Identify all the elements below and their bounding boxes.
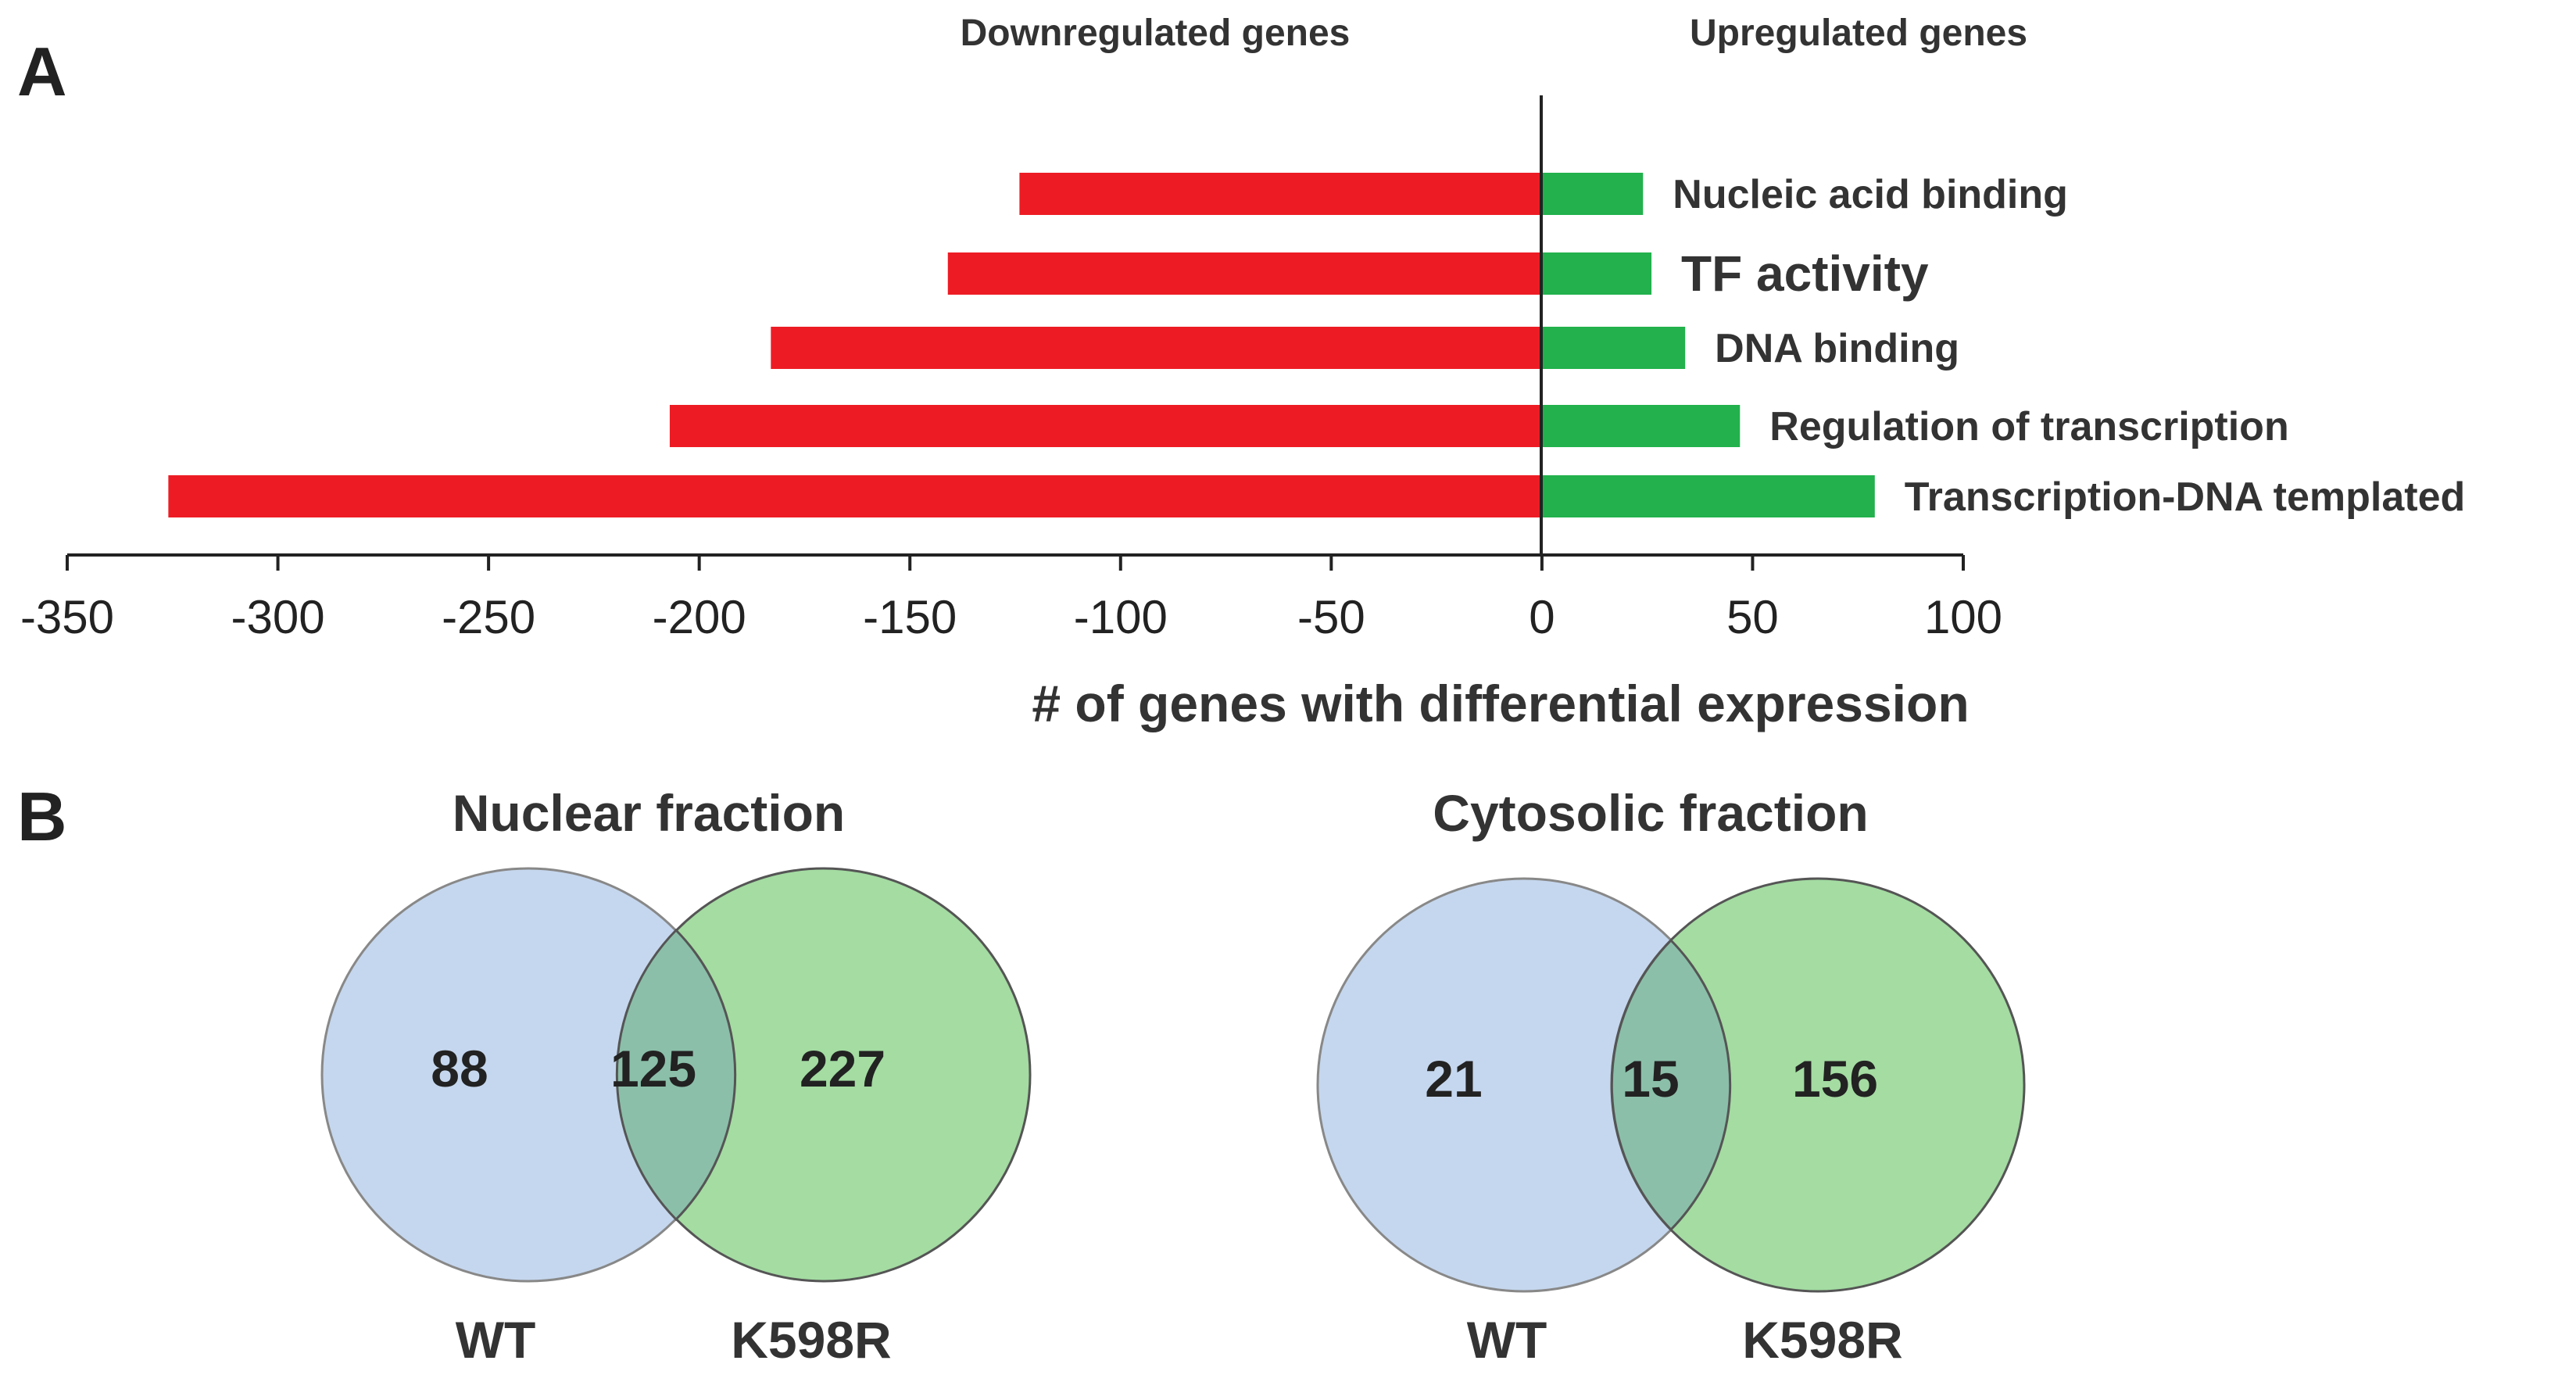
bar-down-transcription-dna-templated — [168, 475, 1542, 517]
venn-cytosolic-overlap-count: 15 — [1622, 1050, 1679, 1108]
x-tick-label: 50 — [1726, 591, 1779, 643]
venn-cytosolic-wt-label: WT — [1467, 1311, 1547, 1369]
bar-up-tf-activity — [1541, 252, 1652, 295]
venn-nuclear-wt-only: 88 — [431, 1040, 488, 1097]
x-tick-label: -200 — [653, 591, 746, 643]
venn-nuclear-overlap — [615, 928, 737, 1222]
x-tick-label: 100 — [1924, 591, 2002, 643]
venn-nuclear-k598r-label: K598R — [731, 1311, 891, 1369]
x-tick-label: -50 — [1297, 591, 1365, 643]
x-tick-label: -300 — [231, 591, 325, 643]
header-downregulated: Downregulated genes — [961, 13, 1351, 54]
bar-up-transcription-dna-templated — [1541, 475, 1875, 517]
x-tick-label: -150 — [863, 591, 957, 643]
venn-cytosolic-k598r-only: 156 — [1792, 1050, 1878, 1108]
x-tick-label: 0 — [1529, 591, 1555, 643]
category-label-nucleic-acid-binding: Nucleic acid binding — [1673, 172, 2068, 217]
category-label-tf-activity: TF activity — [1681, 245, 1929, 302]
category-label-transcription-dna-templated: Transcription-DNA templated — [1905, 474, 2466, 520]
x-axis-label: # of genes with differential expression — [1032, 675, 1969, 732]
venn-cytosolic-wt-only: 21 — [1425, 1050, 1482, 1108]
bar-up-dna-binding — [1541, 327, 1686, 369]
category-label-regulation-of-transcription: Regulation of transcription — [1769, 404, 2288, 449]
x-tick-label: -250 — [442, 591, 535, 643]
x-tick-label: -350 — [20, 591, 114, 643]
venn-cytosolic: Cytosolic fraction 21 15 156 WT K598R — [1316, 784, 2026, 1369]
bar-up-nucleic-acid-binding — [1541, 173, 1644, 215]
x-tick-label: -100 — [1074, 591, 1168, 643]
venn-cytosolic-overlap — [1610, 938, 1732, 1232]
venn-nuclear: Nuclear fraction 88 125 227 WT K598R — [320, 784, 1032, 1369]
venn-nuclear-wt-label: WT — [456, 1311, 536, 1369]
bar-chart: Downregulated genes Upregulated genes -3… — [20, 13, 2465, 732]
venn-cytosolic-title: Cytosolic fraction — [1433, 784, 1868, 842]
category-label-dna-binding: DNA binding — [1715, 326, 1959, 371]
venn-nuclear-overlap-count: 125 — [610, 1040, 696, 1097]
bar-down-regulation-of-transcription — [669, 405, 1542, 447]
bar-down-nucleic-acid-binding — [1019, 173, 1542, 215]
header-upregulated: Upregulated genes — [1690, 13, 2027, 54]
panel-label-b: B — [17, 778, 67, 855]
bar-up-regulation-of-transcription — [1541, 405, 1741, 447]
bar-down-dna-binding — [771, 327, 1542, 369]
venn-nuclear-title: Nuclear fraction — [453, 784, 845, 842]
bar-down-tf-activity — [947, 252, 1542, 295]
venn-cytosolic-k598r-label: K598R — [1742, 1311, 1902, 1369]
panel-label-a: A — [17, 33, 67, 110]
venn-nuclear-k598r-only: 227 — [800, 1040, 886, 1097]
